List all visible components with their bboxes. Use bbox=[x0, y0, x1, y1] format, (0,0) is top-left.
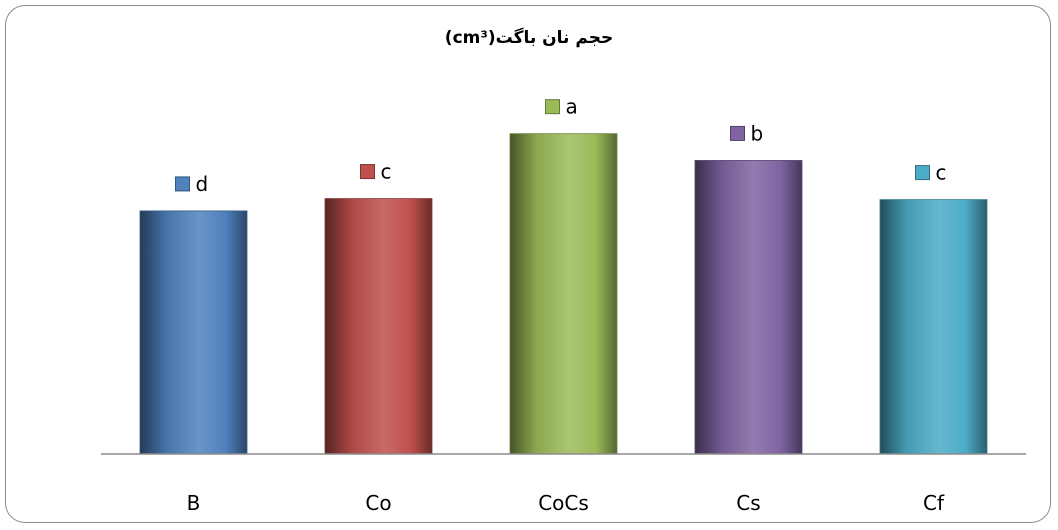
bar-cocs bbox=[509, 133, 618, 455]
chart-title: حجم نان باگت(cm³) bbox=[444, 28, 614, 48]
data-label-key-b bbox=[175, 176, 190, 192]
data-label-key-co bbox=[360, 164, 375, 180]
data-label-key-cs bbox=[730, 125, 745, 141]
data-label-key-cf bbox=[915, 165, 930, 181]
data-label-cs: b bbox=[751, 121, 764, 145]
bar-b bbox=[139, 210, 248, 455]
x-tick-label-cf: Cf bbox=[923, 491, 945, 515]
x-tick-label-co: Co bbox=[365, 491, 391, 515]
data-label-b: d bbox=[196, 172, 209, 196]
bar-co bbox=[324, 198, 433, 455]
bar-cf bbox=[879, 199, 988, 455]
data-label-key-cocs bbox=[545, 99, 560, 115]
x-tick-label-cocs: CoCs bbox=[538, 491, 589, 515]
data-label-co: c bbox=[381, 160, 392, 184]
x-tick-label-b: B bbox=[187, 491, 201, 515]
data-label-cocs: a bbox=[566, 95, 578, 119]
bar-cs bbox=[694, 160, 803, 455]
data-label-cf: c bbox=[936, 161, 947, 185]
x-tick-label-cs: Cs bbox=[736, 491, 760, 515]
